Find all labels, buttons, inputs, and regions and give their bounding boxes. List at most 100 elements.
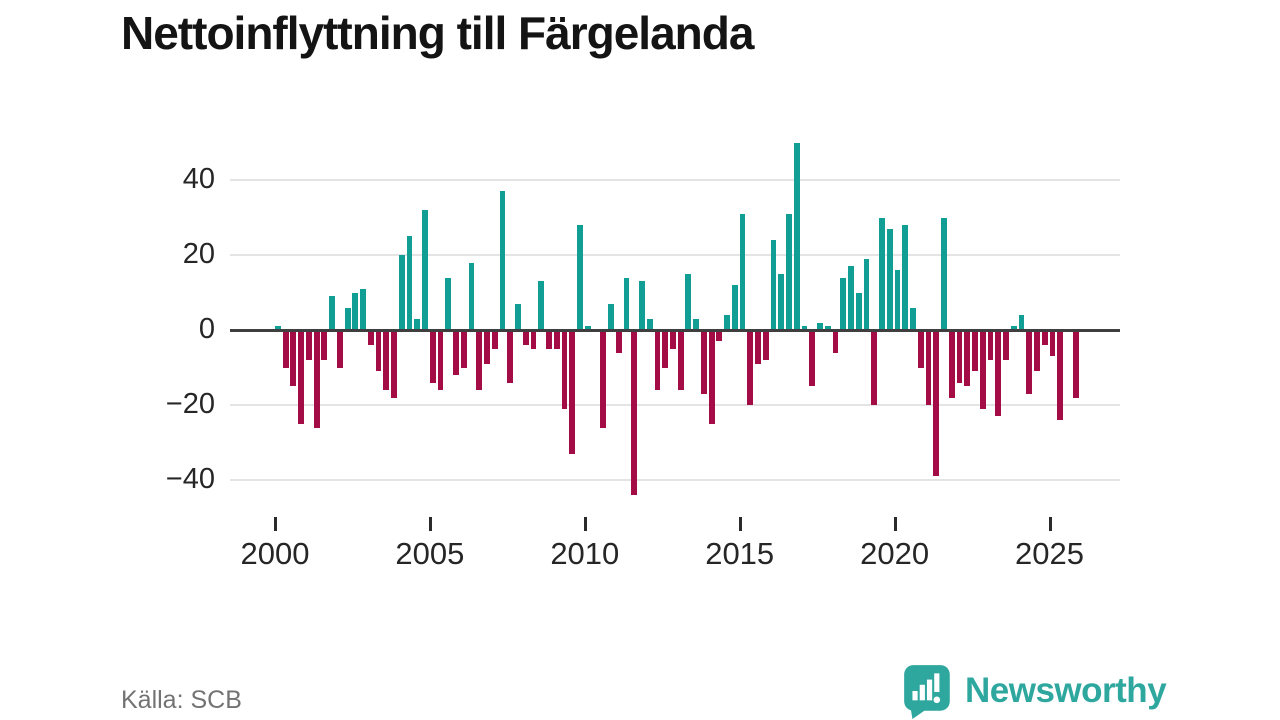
bar [507,330,514,383]
bar [964,330,971,387]
bar [275,326,281,330]
bar [708,330,715,424]
bar [515,303,521,330]
bar [352,292,359,330]
bar [793,142,800,330]
bar [654,330,661,390]
bar [453,330,459,375]
grid-line [230,179,1120,181]
bar [530,330,537,349]
bar [840,277,847,330]
bar [716,330,723,342]
bar [344,307,351,330]
bar [414,318,421,330]
bar [546,330,552,349]
bar [739,213,746,330]
bar [499,191,506,330]
x-tick-label: 2010 [550,536,620,571]
bar [910,307,916,330]
bar [429,330,436,383]
bar [902,225,909,330]
bar [724,315,730,330]
bar [832,330,839,353]
bar [600,330,607,428]
newsworthy-wordmark: Newsworthy [965,671,1167,710]
newsworthy-logo-icon [904,665,950,719]
bar [1018,315,1025,330]
bar [925,330,932,405]
source-note: Källa: SCB [121,686,242,714]
bar [321,330,328,360]
bar [941,217,947,330]
bar [770,240,777,330]
bar [476,330,483,390]
bar [848,266,854,330]
bar [491,330,498,349]
x-tick-label: 2025 [1015,536,1084,571]
bar [639,281,645,330]
y-tick-label: −40 [165,463,215,495]
bar [956,330,963,383]
bar [561,330,568,409]
bar [282,330,289,368]
bar [460,330,467,368]
bar [677,330,684,390]
bar [375,330,382,372]
bar [886,228,893,330]
bar [522,330,529,345]
chart-title: Nettoinflyttning till Färgelanda [121,7,754,59]
x-tick-mark [583,517,587,531]
bar [995,330,1002,417]
x-tick-label: 2020 [860,536,930,571]
x-tick-mark [1048,517,1052,531]
bar [313,330,320,428]
bar [631,330,638,495]
bar [700,330,707,394]
bar [855,292,862,330]
bar [305,330,312,360]
bar [437,330,444,390]
bar [538,281,545,330]
bar [391,330,397,398]
bar [360,288,366,330]
grid-line [230,254,1120,256]
zero-axis-line [230,328,1120,332]
bar [1034,330,1040,372]
x-tick-mark [893,517,897,531]
x-tick-label: 2005 [395,536,465,571]
y-tick-label: 0 [198,313,215,345]
bar [662,330,669,368]
bar [336,330,343,368]
grid-line [230,479,1120,481]
bar [979,330,986,409]
bar [894,270,901,330]
x-tick-mark [274,517,277,531]
grid-line [230,404,1120,406]
bar [755,330,761,364]
bar [298,330,305,424]
bar [669,330,676,349]
bar [747,330,754,405]
bar [569,330,576,454]
bar [484,330,490,364]
x-tick-mark [738,517,742,531]
bar [762,330,769,360]
bar [933,330,940,477]
bar [693,318,700,330]
bar [646,318,653,330]
bar [329,296,335,330]
x-tick-mark [428,517,432,531]
bar [685,273,692,330]
bar [608,303,614,330]
bar [290,330,297,387]
bar [824,326,831,330]
bar [422,210,428,330]
bar [871,330,878,405]
bar [917,330,924,368]
bar [948,330,955,398]
bar [1010,326,1017,330]
bar [1041,330,1048,345]
bar [786,213,792,330]
